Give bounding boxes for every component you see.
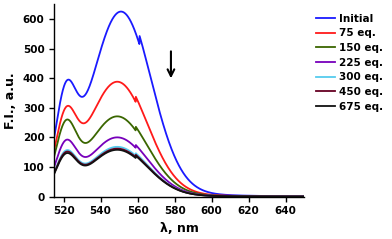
Line: 75 eq.: 75 eq. [54, 82, 304, 196]
450 eq. [252, 195, 256, 198]
150 eq. [224, 195, 229, 197]
300 eq. [252, 195, 256, 198]
Initial [252, 194, 256, 197]
450 eq. [247, 195, 252, 198]
X-axis label: λ, nm: λ, nm [160, 222, 199, 235]
150 eq. [153, 158, 158, 161]
300 eq. [247, 195, 252, 198]
Initial [302, 195, 307, 198]
225 eq. [153, 168, 158, 170]
75 eq. [52, 148, 57, 151]
Line: 675 eq.: 675 eq. [54, 150, 304, 196]
300 eq. [115, 145, 120, 148]
150 eq. [247, 195, 252, 198]
225 eq. [52, 165, 57, 168]
225 eq. [247, 195, 252, 198]
450 eq. [153, 173, 158, 176]
75 eq. [115, 80, 120, 83]
675 eq. [252, 195, 256, 198]
150 eq. [52, 154, 57, 157]
150 eq. [115, 115, 120, 118]
Y-axis label: F.I., a.u.: F.I., a.u. [4, 72, 17, 129]
150 eq. [78, 137, 82, 140]
75 eq. [247, 195, 252, 197]
225 eq. [224, 195, 229, 197]
75 eq. [162, 160, 167, 163]
450 eq. [224, 195, 229, 198]
300 eq. [224, 195, 229, 198]
Initial [52, 135, 57, 138]
225 eq. [252, 195, 256, 198]
450 eq. [162, 180, 167, 183]
Initial [118, 10, 123, 13]
Line: 450 eq.: 450 eq. [54, 149, 304, 196]
225 eq. [78, 152, 82, 155]
150 eq. [252, 195, 256, 198]
Line: 300 eq.: 300 eq. [54, 147, 304, 196]
300 eq. [78, 160, 82, 163]
675 eq. [52, 172, 57, 175]
300 eq. [153, 172, 158, 175]
675 eq. [153, 174, 158, 176]
450 eq. [78, 161, 82, 164]
675 eq. [78, 162, 82, 165]
300 eq. [302, 195, 307, 198]
225 eq. [162, 177, 167, 180]
Initial [162, 128, 167, 130]
450 eq. [115, 147, 120, 150]
Initial [247, 194, 252, 197]
Line: Initial: Initial [54, 11, 304, 196]
75 eq. [78, 120, 82, 123]
675 eq. [247, 195, 252, 198]
450 eq. [52, 171, 57, 174]
675 eq. [224, 195, 229, 198]
Initial [78, 94, 82, 97]
Line: 150 eq.: 150 eq. [54, 116, 304, 196]
Initial [153, 96, 158, 98]
75 eq. [153, 142, 158, 145]
75 eq. [302, 195, 307, 198]
150 eq. [302, 195, 307, 198]
225 eq. [115, 136, 120, 139]
75 eq. [224, 194, 229, 197]
Line: 225 eq.: 225 eq. [54, 137, 304, 196]
300 eq. [52, 171, 57, 174]
150 eq. [162, 171, 167, 174]
Legend: Initial, 75 eq., 150 eq., 225 eq., 300 eq., 450 eq., 675 eq.: Initial, 75 eq., 150 eq., 225 eq., 300 e… [312, 9, 387, 116]
675 eq. [302, 195, 307, 198]
675 eq. [115, 148, 120, 151]
75 eq. [252, 195, 256, 198]
225 eq. [302, 195, 307, 198]
675 eq. [162, 181, 167, 184]
300 eq. [162, 180, 167, 183]
Initial [224, 193, 229, 196]
450 eq. [302, 195, 307, 198]
